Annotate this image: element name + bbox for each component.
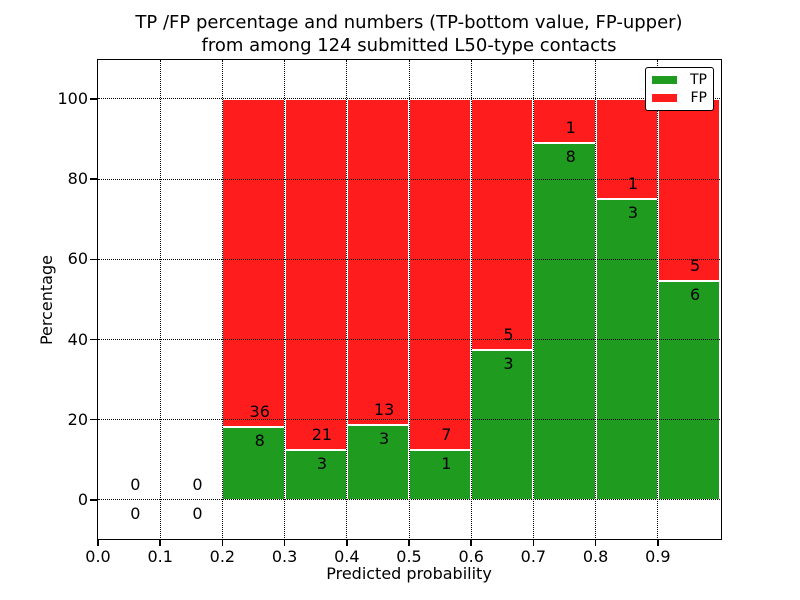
x-gridline [532,60,534,538]
tp-legend-label: TP [690,72,707,88]
x-tick-label: 0.8 [582,547,609,566]
fp-count-label: 36 [249,401,270,421]
x-tick-mark [657,539,659,546]
x-tick-mark [408,539,410,546]
x-gridline [470,60,472,538]
bar-fp-segment [657,98,720,282]
x-tick-label: 0.7 [520,547,547,566]
tp-count-label: 0 [130,503,141,523]
bar-fp-segment [595,98,658,200]
x-tick-mark [532,539,535,546]
x-gridline [657,60,659,538]
legend-item-tp: TP [652,72,707,88]
y-tick-mark [90,499,97,501]
x-tick-mark [283,539,286,546]
x-tick-label: 0.0 [85,547,111,566]
bar-fp-segment [471,98,534,350]
bar-fp-segment [284,98,347,450]
bar-tp-segment [595,199,658,500]
x-gridline [346,60,348,538]
bar-tp-segment [471,349,534,500]
fp-count-label: 5 [503,324,514,344]
y-tick-mark [90,98,97,100]
bar-fp-segment [409,98,472,450]
x-tick-label: 0.4 [334,547,360,566]
x-gridline [595,60,597,538]
fp-count-label: 21 [311,424,333,444]
fp-count-label: 7 [441,424,452,444]
fp-count-label: 0 [130,474,141,494]
y-tick-mark [90,258,97,261]
y-tick-mark [90,338,97,341]
legend: TP FP [645,67,714,111]
x-tick-mark [470,539,472,546]
bar-tp-segment [657,281,720,500]
x-tick-mark [221,539,224,546]
tp-count-label: 3 [379,428,390,448]
y-tick-label: 40 [67,329,88,349]
fp-legend-label: FP [690,90,708,106]
legend-item-fp: FP [652,90,707,106]
y-tick-mark [90,418,97,421]
y-tick-label: 100 [57,88,88,108]
chart-title-line1: TP /FP percentage and numbers (TP-bottom… [135,12,683,33]
tp-count-label: 3 [316,453,327,473]
x-tick-label: 0.5 [396,547,422,566]
y-tick-label: 0 [77,489,88,509]
x-tick-label: 0.6 [458,547,484,566]
x-tick-mark [159,539,161,546]
chart-title-line2: from among 124 submitted L50-type contac… [201,35,617,56]
fp-count-label: 13 [373,399,395,419]
chart-title: TP /FP percentage and numbers (TP-bottom… [98,11,720,57]
y-tick-label: 80 [67,169,88,189]
tp-legend-swatch [652,76,677,84]
bar-tp-segment [284,449,347,500]
x-tick-label: 0.2 [209,547,236,566]
fp-count-label: 1 [627,174,638,194]
x-tick-mark [97,539,99,546]
fp-count-label: 1 [565,118,576,138]
x-tick-label: 0.9 [645,547,671,566]
fp-legend-swatch [652,94,677,102]
y-tick-mark [90,178,97,180]
tp-count-label: 6 [690,285,701,305]
bar-tp-segment [533,143,596,500]
x-tick-mark [594,539,597,546]
tp-count-label: 8 [565,147,576,167]
x-tick-label: 0.3 [271,547,298,566]
x-gridline [284,60,286,538]
x-gridline [408,60,410,538]
tp-count-label: 0 [192,503,203,523]
fp-count-label: 5 [690,256,701,276]
bar-tp-segment [346,424,409,500]
tp-count-label: 1 [441,453,452,473]
x-axis-label: Predicted probability [326,564,492,583]
bar-fp-segment [222,98,285,427]
y-tick-label: 20 [67,409,88,429]
tp-count-label: 3 [627,203,638,223]
x-tick-mark [346,539,348,546]
x-tick-label: 0.1 [147,547,173,566]
x-gridline [159,60,161,538]
y-tick-label: 60 [67,249,88,269]
tp-count-label: 8 [254,430,265,450]
bar-tp-segment [409,449,472,500]
bar-fp-segment [346,98,409,425]
tp-count-label: 3 [503,353,514,373]
x-gridline [221,60,223,538]
fp-count-label: 0 [192,474,203,494]
